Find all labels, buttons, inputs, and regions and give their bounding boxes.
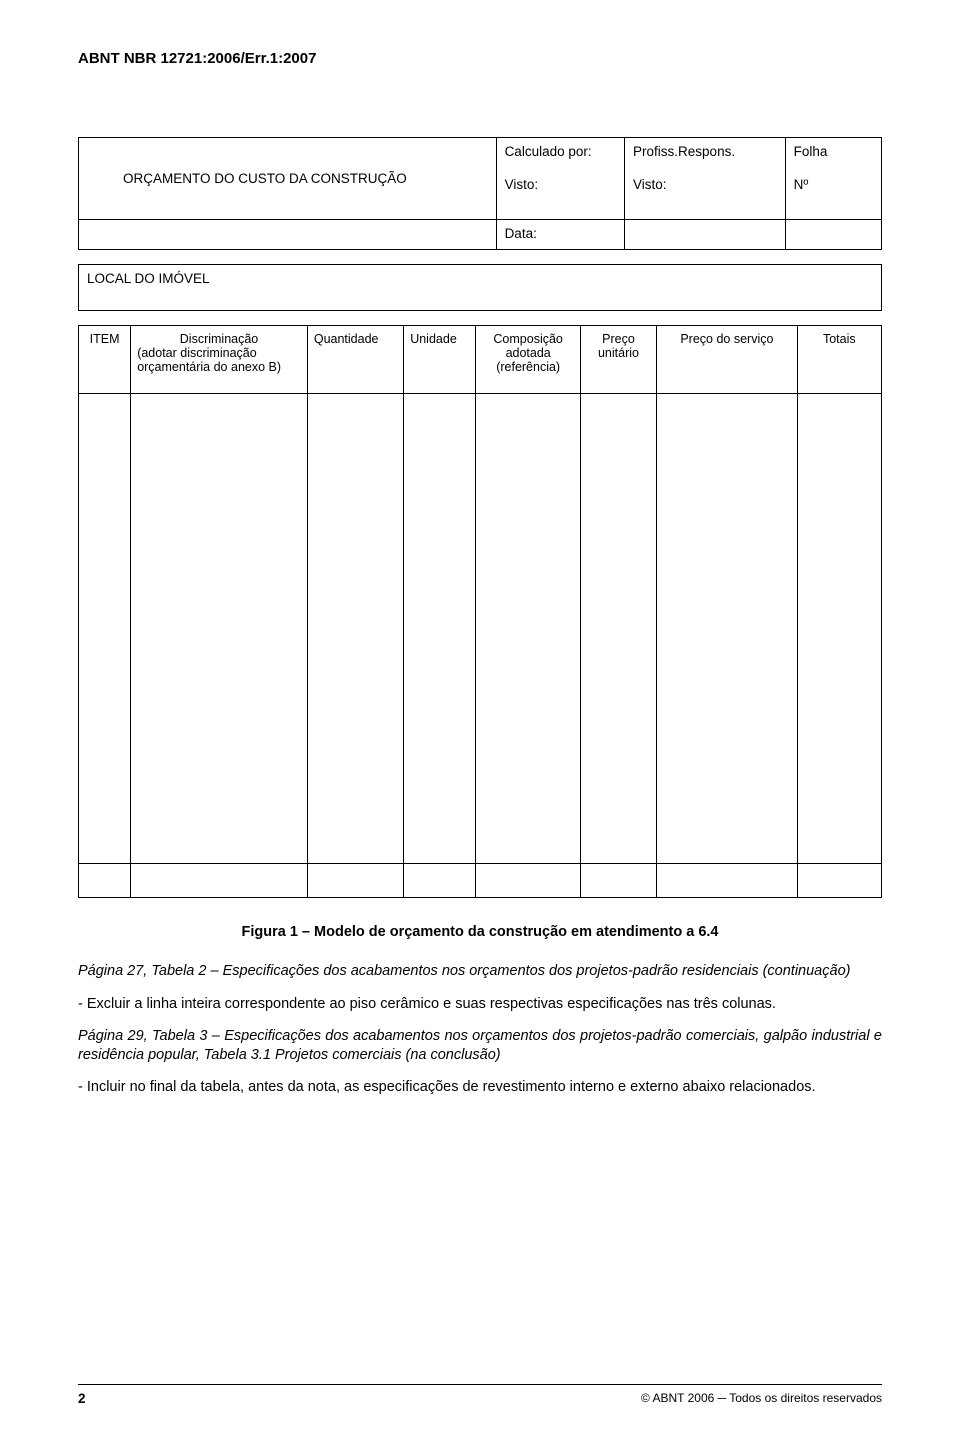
- prof-cell: Profiss.Respons. Visto:: [625, 138, 786, 220]
- visto-label-2: Visto:: [633, 177, 777, 192]
- col-pu-line2: unitário: [587, 346, 650, 360]
- folha-label: Folha: [794, 144, 873, 159]
- page-number: 2: [78, 1391, 86, 1406]
- calc-cell: Calculado por: Visto:: [496, 138, 624, 220]
- table-foot-cell: [797, 864, 881, 898]
- col-ps-header: Preço do serviço: [657, 326, 798, 394]
- folha-cell: Folha Nº: [785, 138, 881, 220]
- col-pu-line1: Preço: [587, 332, 650, 346]
- prof-label: Profiss.Respons.: [633, 144, 777, 159]
- paragraph-4: - Incluir no final da tabela, antes da n…: [78, 1078, 882, 1097]
- table-foot-cell: [657, 864, 798, 898]
- local-label: LOCAL DO IMÓVEL: [87, 271, 210, 286]
- local-cell: LOCAL DO IMÓVEL: [79, 265, 882, 311]
- paragraph-2: - Excluir a linha inteira correspondente…: [78, 995, 882, 1014]
- table-body-cell: [476, 394, 580, 864]
- col-unid-header: Unidade: [404, 326, 476, 394]
- table-body-cell: [657, 394, 798, 864]
- table-body-cell: [131, 394, 308, 864]
- table-body-cell: [79, 394, 131, 864]
- table-body-cell: [404, 394, 476, 864]
- page-footer: 2 © ABNT 2006 ─ Todos os direitos reserv…: [78, 1384, 882, 1406]
- col-item-header: ITEM: [79, 326, 131, 394]
- table-foot-cell: [131, 864, 308, 898]
- data-cell: Data:: [496, 220, 624, 250]
- empty-cell: [625, 220, 786, 250]
- figure-caption: Figura 1 – Modelo de orçamento da constr…: [78, 924, 882, 940]
- col-ps-label: Preço do serviço: [680, 332, 773, 346]
- col-unid-label: Unidade: [410, 332, 457, 346]
- col-item-label: ITEM: [90, 332, 120, 346]
- budget-main-table: ITEM Discriminação (adotar discriminação…: [78, 325, 882, 898]
- col-tot-label: Totais: [823, 332, 856, 346]
- table-body-cell: [580, 394, 656, 864]
- budget-title-cell: ORÇAMENTO DO CUSTO DA CONSTRUÇÃO: [79, 138, 497, 220]
- budget-title: ORÇAMENTO DO CUSTO DA CONSTRUÇÃO: [123, 171, 407, 186]
- data-label: Data:: [505, 226, 537, 241]
- col-disc-header: Discriminação (adotar discriminação orça…: [131, 326, 308, 394]
- table-foot-cell: [476, 864, 580, 898]
- col-disc-line2: (adotar discriminação orçamentária do an…: [137, 346, 301, 374]
- table-body-cell: [797, 394, 881, 864]
- empty-cell: [785, 220, 881, 250]
- table-foot-cell: [404, 864, 476, 898]
- paragraph-3: Página 29, Tabela 3 – Especificações dos…: [78, 1027, 882, 1064]
- col-disc-line1: Discriminação: [137, 332, 301, 346]
- visto-label-1: Visto:: [505, 177, 616, 192]
- col-pu-header: Preço unitário: [580, 326, 656, 394]
- col-comp-header: Composição adotada (referência): [476, 326, 580, 394]
- col-tot-header: Totais: [797, 326, 881, 394]
- col-qtd-header: Quantidade: [307, 326, 403, 394]
- document-header: ABNT NBR 12721:2006/Err.1:2007: [78, 50, 882, 67]
- table-body-cell: [307, 394, 403, 864]
- table-foot-cell: [307, 864, 403, 898]
- budget-header-table: ORÇAMENTO DO CUSTO DA CONSTRUÇÃO Calcula…: [78, 137, 882, 250]
- col-comp-line1: Composição: [482, 332, 573, 346]
- table-foot-cell: [580, 864, 656, 898]
- col-qtd-label: Quantidade: [314, 332, 379, 346]
- table-foot-cell: [79, 864, 131, 898]
- copyright-text: © ABNT 2006 ─ Todos os direitos reservad…: [641, 1391, 882, 1406]
- folha-num-label: Nº: [794, 177, 873, 192]
- empty-cell: [79, 220, 497, 250]
- col-comp-line2: adotada: [482, 346, 573, 360]
- local-table: LOCAL DO IMÓVEL: [78, 264, 882, 311]
- calc-label: Calculado por:: [505, 144, 616, 159]
- paragraph-1: Página 27, Tabela 2 – Especificações dos…: [78, 962, 882, 981]
- col-comp-line3: (referência): [482, 360, 573, 374]
